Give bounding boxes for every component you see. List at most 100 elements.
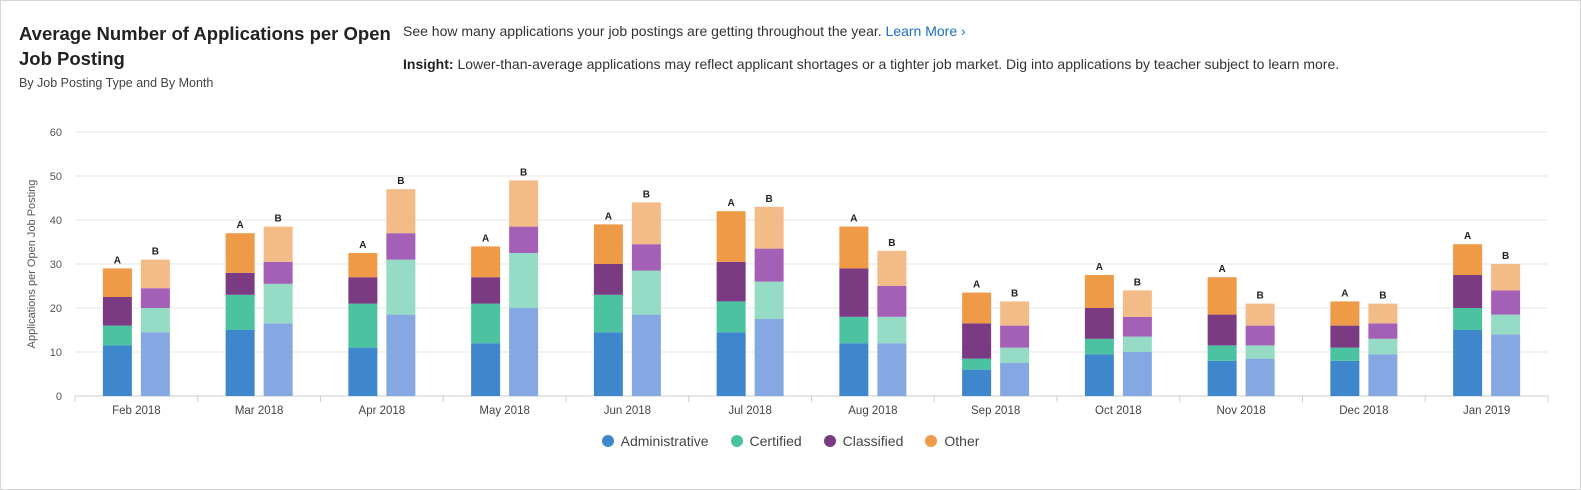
description: See how many applications your job posti… [403,23,966,39]
chart-subtitle: By Job Posting Type and By Month [19,76,214,90]
bar-a-administrative [348,347,378,396]
bar-b-administrative [386,314,416,396]
bar-b-other [1491,264,1521,291]
bar-a-certified [1084,338,1114,355]
legend-item-certified[interactable]: Certified [730,433,802,449]
legend-label-administrative: Administrative [620,433,709,449]
group-label: A [237,220,244,231]
group-label: B [1011,288,1018,299]
bar-b-administrative [140,332,170,396]
insight-text: Lower-than-average applications may refl… [457,56,1340,72]
bar-b-certified [1491,314,1521,335]
bar-b-certified [509,253,539,308]
bar-a-administrative [102,345,132,396]
legend-item-classified[interactable]: Classified [823,433,904,449]
bar-b-certified [1245,345,1275,359]
bar-b-classified [631,244,661,271]
legend-item-other[interactable]: Other [925,433,979,449]
bar-b-administrative [1491,334,1521,396]
bar-a-other [839,226,869,269]
bar-b-administrative [509,308,539,396]
bar-b-certified [386,259,416,315]
insight: Insight: Lower-than-average applications… [403,56,1339,72]
bar-a-administrative [1084,354,1114,396]
group-label: A [1219,264,1226,275]
y-tick-label: 60 [50,127,62,139]
stacked-bar-chart: 0 10 20 30 40 50 60 Applications per Open Job P… [26,127,1549,417]
bar-b-classified [754,248,784,282]
bar-a-other [471,246,501,278]
bar-a-certified [1207,345,1237,361]
y-tick-label: 10 [50,347,62,359]
bar-b-other [1368,303,1398,324]
legend-swatch-other [925,435,938,447]
x-tick-label: Dec 2018 [1339,405,1388,417]
bar-a-certified [471,303,501,344]
bar-b-other [509,180,539,227]
bar-b-administrative [1122,352,1152,396]
bar-b-administrative [1245,358,1275,396]
y-tick-label: 30 [50,259,62,271]
bar-b-other [631,202,661,245]
legend-swatch-certified [730,435,743,447]
bar-a-certified [1453,308,1483,330]
bar-b-certified [877,316,907,344]
learn-more-link[interactable]: Learn More › [886,23,966,39]
x-tick-label: Apr 2018 [359,405,406,417]
group-label: A [114,255,121,266]
group-label: B [1379,291,1386,302]
bar-a-classified [716,261,746,302]
bar-b-certified [1000,347,1030,363]
bar-a-other [1453,244,1483,275]
bar-a-administrative [1207,360,1237,396]
bar-a-certified [1330,347,1360,361]
bar-a-classified [471,277,501,304]
group-label: A [1464,231,1471,242]
bar-b-administrative [263,323,293,396]
bar-a-classified [839,268,869,317]
bar-b-administrative [1000,363,1030,396]
bar-a-classified [962,323,992,359]
bar-a-classified [348,277,378,304]
bar-b-classified [1368,323,1398,339]
bar-a-administrative [962,369,992,396]
x-tick-label: Mar 2018 [235,405,284,417]
x-tick-label: Nov 2018 [1217,405,1266,417]
bar-b-other [754,206,784,249]
bar-b-other [1245,303,1275,326]
y-tick-label: 0 [56,391,62,403]
group-label: B [520,167,527,178]
bar-b-other [263,226,293,262]
x-tick-label: Oct 2018 [1095,405,1142,417]
y-axis-title: Applications per Open Job Posting [26,180,38,349]
bar-b-administrative [1368,354,1398,396]
legend: Administrative Certified Classified Othe… [0,433,1581,449]
legend-item-administrative[interactable]: Administrative [601,433,709,449]
bar-b-other [1122,290,1152,317]
bar-a-other [593,224,623,264]
x-tick-label: Jul 2018 [728,405,771,417]
bar-b-classified [1000,325,1030,348]
bar-a-administrative [593,332,623,396]
group-label: B [1502,251,1509,262]
bar-b-certified [1122,336,1152,352]
bar-a-administrative [225,330,255,396]
bar-a-certified [348,303,378,348]
description-text: See how many applications your job posti… [403,23,882,39]
group-label: A [359,240,366,251]
group-label: A [605,211,612,222]
bar-a-other [102,268,132,297]
bar-a-other [1330,301,1360,326]
bar-b-administrative [631,314,661,396]
bar-b-classified [1245,325,1275,346]
bar-a-certified [225,294,255,330]
bar-a-certified [716,301,746,333]
bar-b-classified [509,226,539,253]
bar-a-other [962,292,992,324]
bar-a-administrative [839,343,869,396]
x-tick-label: Sep 2018 [971,405,1020,417]
bar-b-classified [140,288,170,308]
legend-label-classified: Classified [842,433,904,449]
group-label: B [1257,291,1264,302]
bar-a-other [225,233,255,273]
